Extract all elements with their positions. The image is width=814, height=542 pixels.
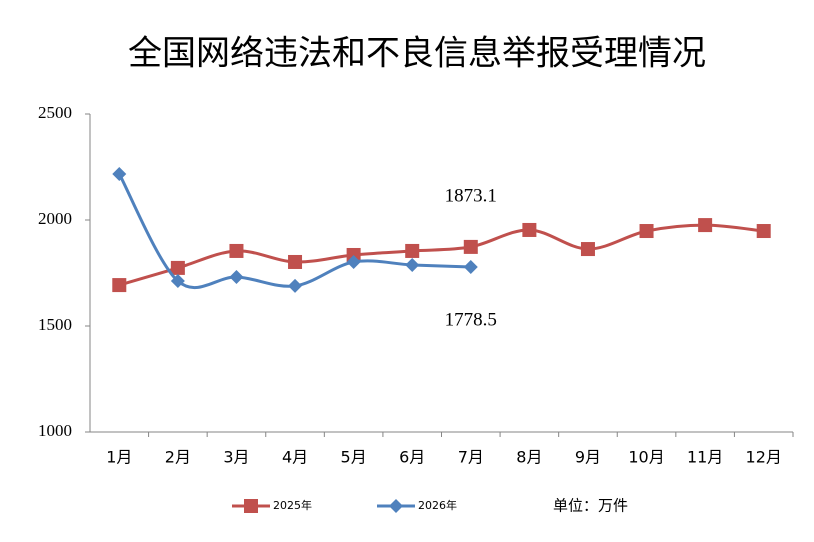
x-tick-label: 11月 [687,448,723,467]
marker [288,254,303,269]
data-label: 1873.1 [445,185,497,206]
y-tick-label: 1000 [38,421,72,440]
marker [698,218,713,233]
x-tick-label: 6月 [399,448,425,467]
marker [756,224,771,239]
marker [405,243,420,258]
y-tick-label: 2500 [38,103,72,122]
marker [112,278,127,293]
marker [522,222,537,237]
marker [170,274,185,289]
marker [463,259,478,274]
marker [229,243,244,258]
x-tick-label: 3月 [223,448,249,467]
legend-label: 2026年 [418,498,457,512]
legend-marker [244,499,258,513]
x-tick-label: 4月 [282,448,308,467]
marker [288,278,303,293]
y-tick-label: 1500 [38,315,72,334]
x-tick-label: 10月 [628,448,664,467]
chart-title: 全国网络违法和不良信息举报受理情况 [128,34,706,74]
marker [639,224,654,239]
marker [229,270,244,285]
legend-label: 2025年 [273,498,312,512]
legend-marker [389,499,403,513]
data-label: 1778.5 [445,309,497,330]
x-tick-label: 2月 [165,448,191,467]
x-tick-label: 5月 [341,448,367,467]
marker [346,254,361,269]
marker [463,239,478,254]
marker [112,166,127,181]
marker [405,257,420,272]
marker [580,242,595,257]
unit-label: 单位：万件 [553,497,628,515]
y-tick-label: 2000 [38,209,72,228]
marker [170,260,185,275]
x-tick-label: 12月 [746,448,782,467]
x-tick-label: 7月 [458,448,484,467]
x-tick-label: 9月 [575,448,601,467]
x-tick-label: 8月 [516,448,542,467]
x-tick-label: 1月 [106,448,132,467]
